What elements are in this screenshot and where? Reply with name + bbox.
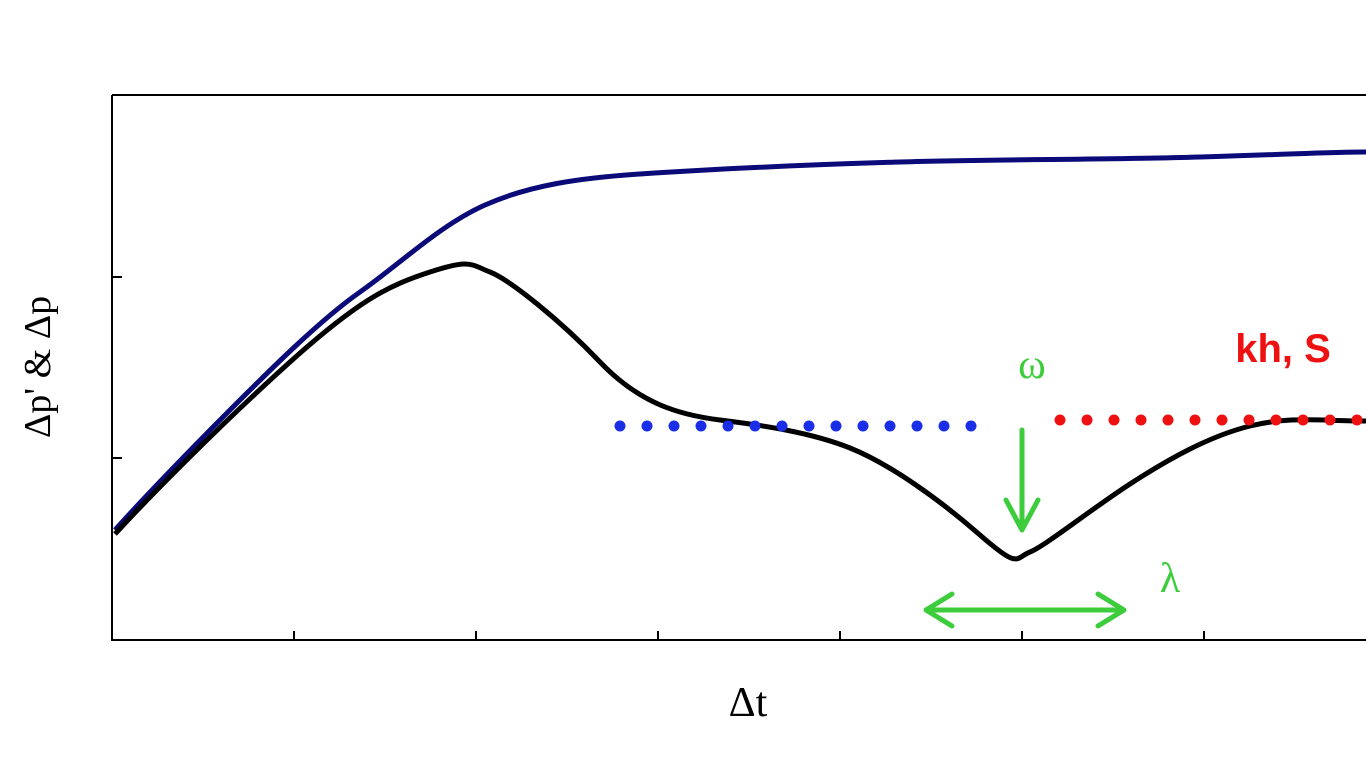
x-ticks — [293, 631, 1205, 640]
lambda-label: λ — [1160, 556, 1181, 602]
omega-label: ω — [1018, 342, 1046, 388]
system-stabilization-dots — [1054, 414, 1363, 426]
x-axis-label: Δt — [729, 680, 768, 726]
omega-arrow — [1003, 427, 1041, 533]
y-ticks — [112, 94, 122, 459]
green-arrows — [923, 427, 1127, 629]
lambda-arrow — [923, 591, 1127, 629]
kh-s-label: kh, S — [1235, 327, 1331, 371]
frame — [111, 94, 1366, 641]
derivative-curve — [113, 261, 1366, 562]
pressure-curve — [113, 149, 1366, 532]
fracture-stabilization-dots — [614, 420, 977, 432]
y-axis-label: Δp' & Δp — [17, 296, 59, 438]
